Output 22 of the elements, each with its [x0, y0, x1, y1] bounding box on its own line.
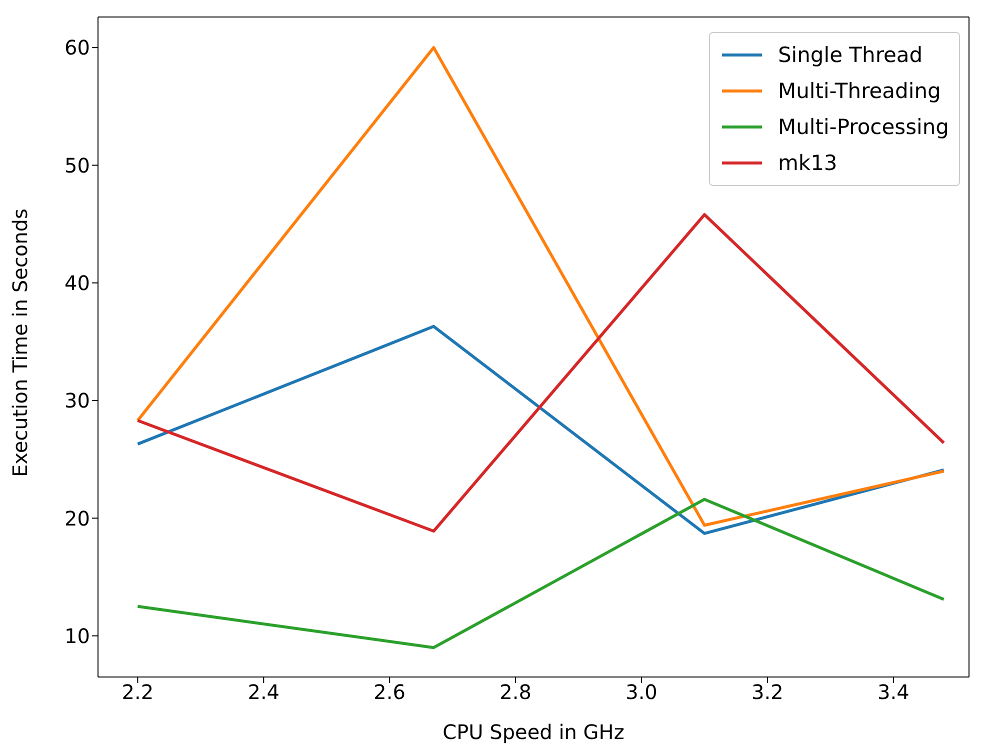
- line-series: [136, 498, 946, 650]
- x-tick-label: 3.4: [878, 680, 910, 704]
- x-axis-title: CPU Speed in GHz: [442, 720, 624, 744]
- x-tick-label: 2.4: [248, 680, 280, 704]
- legend-label: Multi-Threading: [778, 79, 941, 103]
- y-tick-label: 50: [64, 153, 90, 178]
- line-series: [136, 213, 946, 533]
- y-tick-label: 10: [64, 624, 90, 648]
- y-tick-label: 20: [64, 506, 90, 530]
- x-tick-label: 3.0: [626, 680, 658, 704]
- y-tick-label: 30: [64, 388, 90, 413]
- y-tick-label: 60: [64, 36, 90, 60]
- x-tick-label: 2.8: [500, 680, 532, 704]
- legend-label: Multi-Processing: [778, 115, 949, 139]
- legend-label: mk13: [778, 151, 838, 175]
- x-tick-label: 2.2: [122, 680, 154, 704]
- y-tick-label: 40: [64, 270, 90, 295]
- legend-label: Single Thread: [778, 43, 923, 67]
- x-tick-label: 2.6: [374, 680, 406, 704]
- y-axis-title: Execution Time in Seconds: [8, 208, 32, 477]
- x-tick-label: 3.2: [752, 680, 784, 704]
- line-series: [136, 46, 946, 527]
